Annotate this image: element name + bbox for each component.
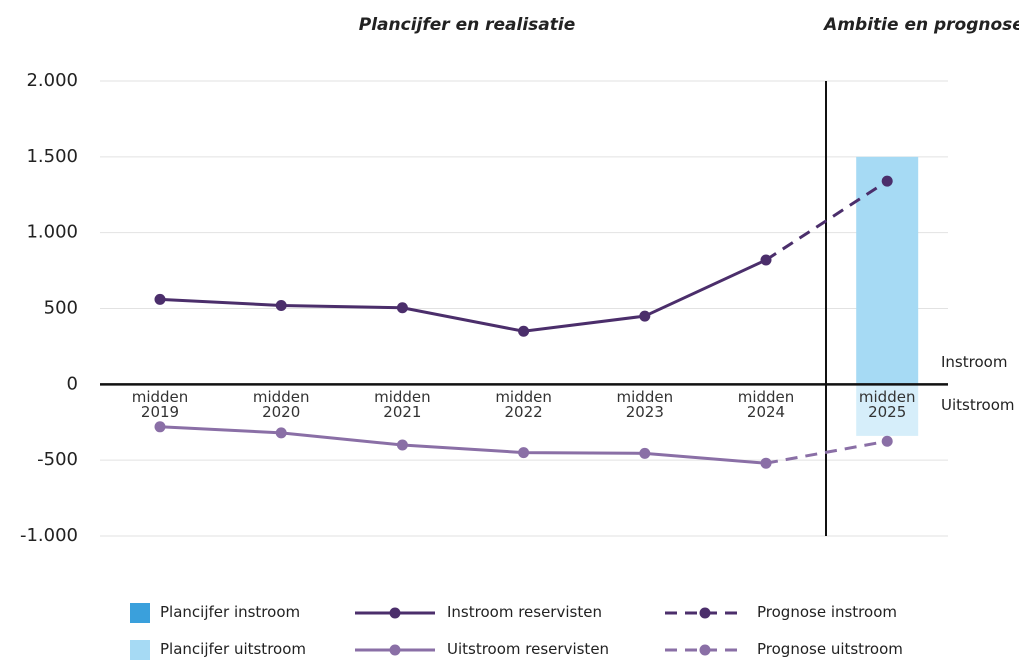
point bbox=[154, 293, 166, 305]
legend-dot bbox=[389, 644, 401, 656]
bar bbox=[856, 384, 919, 436]
y-tick-label: 1.000 bbox=[26, 222, 78, 243]
legend-label: Plancijfer uitstroom bbox=[160, 640, 306, 658]
legend-dot bbox=[389, 607, 401, 619]
legend-dot bbox=[699, 607, 711, 619]
y-tick-label: 1.500 bbox=[26, 146, 78, 167]
line bbox=[159, 258, 767, 333]
point bbox=[154, 421, 166, 433]
x-tick-label: midden 2022 bbox=[495, 388, 552, 422]
legend-label: Prognose instroom bbox=[757, 603, 897, 621]
heading: Plancijfer en realisatie bbox=[358, 15, 576, 35]
y-tick-label: 2.000 bbox=[26, 70, 78, 91]
bar bbox=[856, 156, 919, 385]
heading: Ambitie en prognose bbox=[824, 15, 1019, 35]
point bbox=[396, 439, 408, 451]
x-tick-label: midden 2019 bbox=[131, 388, 189, 422]
point bbox=[518, 325, 530, 337]
point bbox=[275, 427, 287, 439]
legend-label: Instroom reservisten bbox=[447, 603, 602, 621]
side-label: Uitstroom bbox=[941, 396, 1015, 414]
line bbox=[159, 425, 767, 465]
point bbox=[639, 447, 651, 459]
x-tick-label: midden 2025 bbox=[858, 388, 916, 422]
y-tick-label: 500 bbox=[44, 298, 78, 319]
y-tick-label: -1.000 bbox=[20, 525, 78, 546]
y-tick-label: -500 bbox=[37, 449, 78, 470]
legend-dot bbox=[699, 644, 711, 656]
point bbox=[275, 299, 287, 311]
prognose-line bbox=[765, 179, 889, 262]
point bbox=[881, 175, 893, 187]
y-tick-label: 0 bbox=[67, 373, 78, 394]
legend-label: Uitstroom reservisten bbox=[447, 640, 610, 658]
point bbox=[881, 435, 893, 447]
legend-label: Plancijfer instroom bbox=[160, 603, 301, 621]
legend-swatch bbox=[130, 603, 150, 623]
point bbox=[639, 310, 651, 322]
x-tick-label: midden 2023 bbox=[616, 388, 674, 422]
legend-label: Prognose uitstroom bbox=[757, 640, 903, 658]
prognose-line bbox=[765, 439, 888, 465]
x-tick-label: midden 2021 bbox=[374, 388, 431, 422]
point bbox=[396, 302, 408, 314]
legend-swatch bbox=[130, 640, 150, 660]
point bbox=[518, 447, 530, 459]
x-tick-label: midden 2020 bbox=[252, 388, 310, 422]
x-tick-label: midden 2024 bbox=[737, 388, 795, 422]
side-label: Instroom bbox=[941, 353, 1008, 371]
